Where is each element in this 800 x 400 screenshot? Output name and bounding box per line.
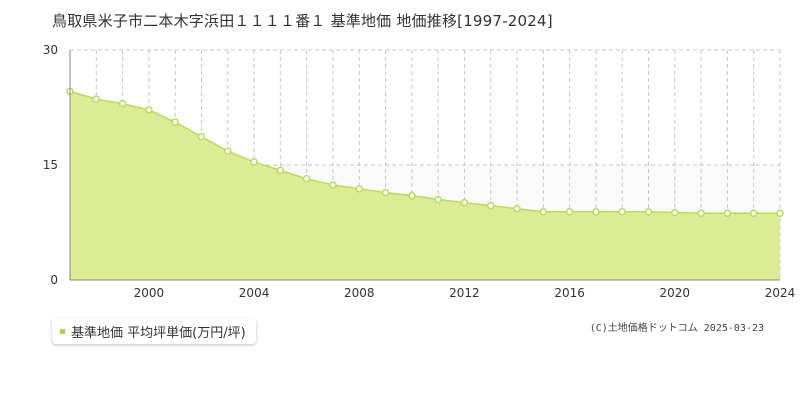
legend-label: 基準地価 平均坪単価(万円/坪): [71, 325, 246, 341]
data-points: [66, 87, 784, 218]
x-tick-label: 2016: [554, 286, 585, 300]
data-point: [486, 201, 495, 210]
copyright: (C)土地価格ドットコム 2025-03-23: [589, 323, 764, 334]
x-tick-label: 2020: [660, 286, 691, 300]
data-point: [776, 209, 784, 218]
data-point: [460, 198, 469, 207]
y-tick-label: 0: [50, 273, 58, 287]
data-point: [355, 185, 364, 193]
data-point: [644, 208, 653, 216]
area-fill: [70, 91, 780, 281]
data-point: [539, 208, 548, 216]
x-tick-label: 2004: [239, 286, 270, 300]
data-point: [276, 166, 285, 175]
series-line: [69, 90, 780, 215]
legend: 基準地価 平均坪単価(万円/坪): [52, 318, 256, 344]
x-tick-label: 2008: [344, 286, 375, 300]
data-point: [145, 106, 153, 114]
data-point: [723, 209, 732, 218]
data-point: [224, 147, 232, 155]
data-point: [618, 208, 626, 216]
data-point: [513, 204, 521, 213]
y-tick-label: 30: [43, 43, 58, 57]
tick-labels: 0 15 30 2000 2004 2008 2012 2016 2020 2024: [43, 43, 796, 300]
data-point: [250, 158, 258, 166]
legend-marker: [60, 328, 65, 334]
axes: [69, 50, 780, 281]
data-point: [171, 118, 179, 126]
x-tick-label: 2012: [449, 286, 480, 300]
data-point: [434, 195, 442, 204]
data-point: [197, 132, 206, 141]
data-point: [408, 191, 416, 200]
data-point: [118, 99, 127, 108]
y-tick-label: 15: [43, 158, 58, 172]
data-point: [92, 95, 101, 103]
data-point: [565, 208, 574, 216]
data-point: [697, 209, 705, 218]
data-point: [749, 209, 758, 218]
data-point: [329, 181, 337, 189]
data-point: [671, 208, 679, 217]
data-point: [302, 175, 311, 183]
chart-title: 鳥取県米子市二本木字浜田１１１１番１ 基準地価 地価推移[1997-2024]: [52, 12, 553, 30]
data-point: [592, 208, 600, 216]
x-tick-label: 2024: [765, 286, 796, 300]
data-point: [381, 188, 390, 197]
x-tick-label: 2000: [134, 286, 165, 300]
